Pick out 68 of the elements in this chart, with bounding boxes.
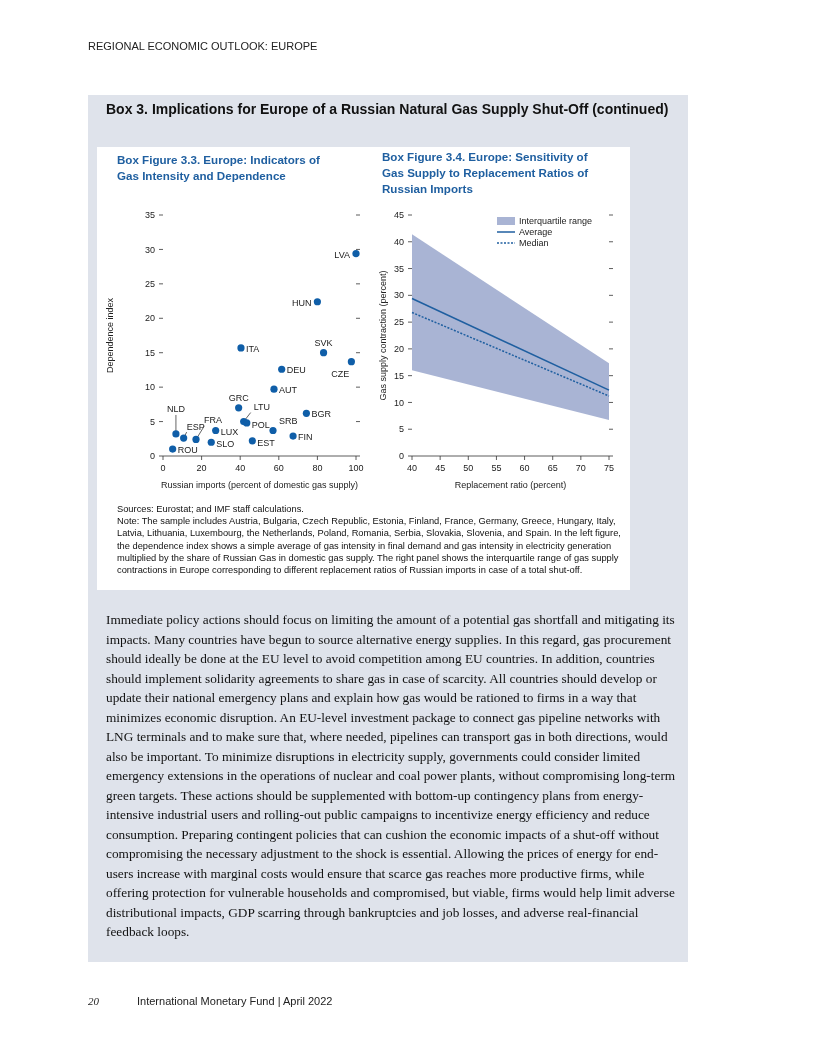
y-tick-label: 5 [149, 416, 155, 427]
x-axis-title: Russian imports (percent of domestic gas supply) [160, 480, 359, 490]
text: Box 3. Implications for Europe of a Russian Natural Gas Supply Shut-Off (continued) [106, 101, 669, 117]
series-label: SRB [279, 415, 298, 426]
series-label: LVA [334, 249, 350, 260]
series-label: LTU [253, 401, 271, 412]
y-tick-label: 40 [393, 236, 404, 247]
x-tick-label: 0 [160, 463, 166, 473]
y-tick-label: 35 [144, 210, 155, 221]
series-label: HUN [291, 297, 312, 308]
series-label: EST [257, 437, 276, 448]
x-tick-label: 45 [435, 463, 446, 473]
y-tick-label: 15 [144, 347, 155, 358]
x-tick-label: 70 [575, 463, 586, 473]
text: 20 [88, 995, 99, 1007]
text: Note: The sample includes Austria, Bulgaria, Czech Republic, Estonia, Finland, France, Germany, Greece, Hungary, Italy, Latvia, Lithuania, Luxembourg, the Netherlands, Poland, Romania, Serbia, Slovakia, Slovenia, and Spain. In the left figure, the dependence index shows a simple average of gas intensity in final demand and gas intensity in electricity generation multiplied by the share of Russian Gas in domestic gas supply. The right panel shows the interquartile range of gas supply contractions in Europe corresponding to different replacement ratios of Russian imports in case of a total shut-off. [117, 515, 622, 577]
text: International Monetary Fund | April 2022 [137, 995, 333, 1007]
series-label: CZE [331, 368, 350, 379]
x-tick-label: 60 [519, 463, 530, 473]
x-tick-label: 20 [196, 463, 207, 473]
x-axis-title: Replacement ratio (percent) [454, 480, 567, 490]
series-label: BGR [311, 409, 332, 420]
chart-title: Box Figure 3.3. Europe: Indicators of Gas Intensity and Dependence [117, 152, 321, 184]
series-label: ESP [186, 422, 205, 433]
chart-title: Box Figure 3.4. Europe: Sensitivity of Gas Supply to Replacement Ratios of Russian Imports [382, 149, 590, 197]
y-tick-label: 30 [144, 244, 155, 255]
text: NLD [166, 403, 186, 414]
y-tick-label: 15 [393, 370, 404, 381]
x-tick-label: 55 [491, 463, 502, 473]
source-note: Sources: Eurostat; and IMF staff calculations. [117, 503, 305, 516]
series-label: FIN [298, 432, 313, 443]
series-label: ITA [245, 343, 260, 354]
series-label: POL [251, 419, 270, 430]
series-label: LUX [220, 426, 239, 437]
x-tick-label: 40 [406, 463, 418, 473]
y-tick-label: 35 [393, 263, 404, 274]
x-tick-label: 40 [235, 463, 246, 473]
y-tick-label: 25 [144, 279, 155, 290]
y-tick-label: 20 [393, 344, 404, 355]
y-axis-title: Gas supply contraction (percent) [378, 270, 388, 401]
x-tick-label: 50 [463, 463, 474, 473]
y-tick-label: 45 [393, 210, 404, 221]
series-label: GRC [228, 392, 250, 403]
y-tick-label: 10 [144, 382, 155, 393]
y-tick-label: 0 [398, 451, 404, 462]
series-label: FRA [204, 415, 222, 426]
x-tick-label: 60 [273, 463, 284, 473]
y-tick-label: 10 [393, 397, 404, 408]
y-tick-label: 20 [144, 313, 155, 324]
series-label: DEU [286, 365, 306, 376]
series-label: AUT [278, 385, 298, 396]
x-tick-label: 80 [312, 463, 323, 473]
x-tick-label: 65 [547, 463, 558, 473]
legend-label: Median [519, 238, 549, 249]
x-tick-label: 100 [348, 463, 364, 473]
y-tick-label: 30 [393, 290, 404, 301]
series-label: ROU [177, 445, 198, 456]
y-tick-label: 0 [149, 451, 155, 462]
text: REGIONAL ECONOMIC OUTLOOK: EUROPE [88, 40, 318, 52]
legend-label: Average [519, 227, 553, 238]
y-axis-title: Dependence index [105, 297, 115, 374]
series-label: SLO [216, 439, 235, 450]
y-tick-label: 25 [393, 317, 404, 328]
series-label: SVK [314, 337, 333, 348]
y-tick-label: 5 [398, 424, 404, 435]
x-tick-label: 75 [603, 463, 615, 473]
text: Immediate policy actions should focus on limiting the amount of a potential gas shortfall and mitigating its impacts. Many countries have begun to source alternative energy supplies. In this regard, gas procurement should ideally be done at the EU level to avoid competition among EU countries. In addition, countries should implement solidarity agreements to share gas in case of scarcity. All countries should develop or update their national emergency plans and explain how gas would be rationed to firms in a way that minimizes economic disruption. An EU-level investment package to connect gas pipeline networks with LNG terminals and to make sure that, where needed, pipelines can transport gas in both directions, would also be important. To minimize disruptions in electricity supply, governments could consider limited emergency extensions in the operations of nuclear and coal power plants, without compromising long-term green targets. These actions should be supplemented with bottom-up contingency plans from energy-intensive industrial users and rolling-out public campaigns to incentivize energy efficiency and reduce consumption. Preparing contingent policies that can cushion the economic impacts of a shut-off without compromising the necessary adjustment to the shock is essential. Allowing the prices of energy for end-users increase with marginal costs would ensure that scarce gas reaches more productive firms, while offering protection for vulnerable households and compromised, but viable, firms would help limit adverse distributional impacts, GDP scarring through bankruptcies and job losses, and adverse real-financial feedback loops. [106, 612, 676, 939]
legend-label: Interquartile range [519, 216, 593, 227]
